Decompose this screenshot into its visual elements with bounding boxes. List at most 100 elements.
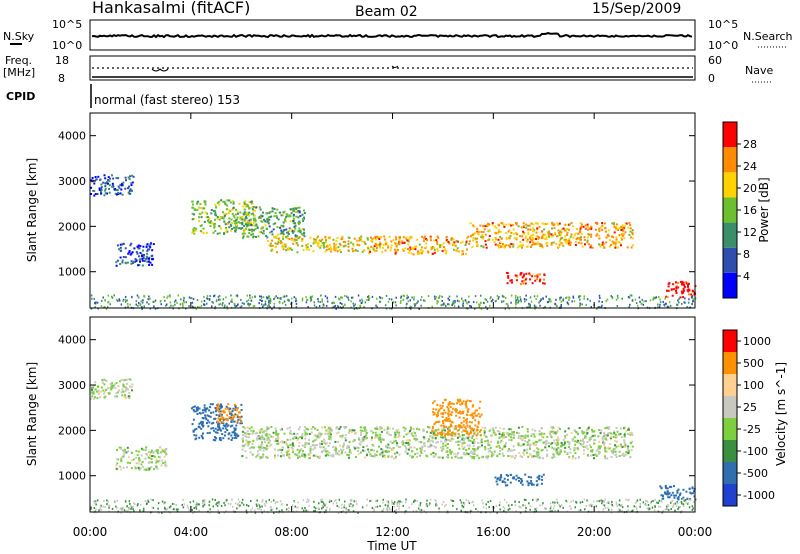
- data-pixel: [598, 230, 601, 233]
- clutter-pixel: [434, 499, 436, 502]
- clutter-pixel: [398, 507, 400, 510]
- data-pixel: [472, 453, 475, 456]
- data-pixel: [463, 452, 466, 455]
- data-pixel: [295, 208, 298, 210]
- data-pixel: [237, 212, 239, 215]
- data-pixel: [460, 426, 463, 429]
- data-pixel: [577, 456, 580, 459]
- clutter-pixel: [621, 506, 624, 509]
- data-pixel: [263, 446, 266, 449]
- data-pixel: [442, 420, 444, 423]
- clutter-pixel: [116, 299, 119, 302]
- data-pixel: [526, 448, 529, 451]
- data-pixel: [610, 435, 612, 438]
- data-pixel: [159, 446, 162, 449]
- data-pixel: [312, 440, 315, 443]
- data-pixel: [427, 440, 430, 443]
- data-pixel: [501, 435, 504, 438]
- clutter-pixel: [578, 295, 580, 297]
- data-pixel: [532, 230, 535, 233]
- data-pixel: [229, 425, 232, 428]
- data-pixel: [97, 175, 100, 178]
- data-pixel: [277, 449, 280, 452]
- data-pixel: [244, 450, 247, 453]
- data-pixel: [256, 450, 259, 453]
- clutter-pixel: [621, 297, 623, 300]
- data-pixel: [295, 435, 298, 438]
- data-pixel: [627, 449, 630, 452]
- data-pixel: [139, 245, 142, 248]
- data-pixel: [122, 466, 125, 469]
- data-pixel: [597, 435, 600, 438]
- data-pixel: [664, 492, 667, 495]
- data-pixel: [385, 242, 388, 244]
- data-pixel: [241, 448, 244, 451]
- clutter-pixel: [542, 502, 544, 505]
- data-pixel: [301, 433, 304, 436]
- data-pixel: [458, 416, 461, 419]
- data-pixel: [147, 468, 150, 471]
- clutter-pixel: [322, 303, 325, 306]
- clutter-pixel: [176, 301, 178, 304]
- data-pixel: [255, 223, 258, 226]
- data-pixel: [213, 417, 216, 420]
- data-pixel: [623, 227, 626, 229]
- clutter-pixel: [104, 506, 106, 509]
- clutter-pixel: [385, 508, 388, 511]
- data-pixel: [145, 257, 148, 260]
- data-pixel: [329, 433, 332, 436]
- data-pixel: [493, 240, 496, 243]
- data-pixel: [623, 433, 626, 436]
- data-pixel: [507, 434, 510, 437]
- clutter-pixel: [398, 500, 400, 503]
- data-pixel: [512, 243, 515, 246]
- clutter-pixel: [152, 499, 154, 502]
- data-pixel: [241, 232, 244, 235]
- data-pixel: [233, 216, 236, 219]
- data-pixel: [404, 247, 407, 250]
- data-pixel: [412, 431, 415, 434]
- data-pixel: [530, 480, 533, 482]
- data-pixel: [423, 437, 426, 440]
- clutter-pixel: [402, 504, 404, 507]
- data-pixel: [303, 429, 306, 432]
- data-pixel: [309, 236, 312, 239]
- data-pixel: [688, 293, 690, 296]
- data-pixel: [554, 442, 557, 445]
- clutter-pixel: [606, 298, 609, 301]
- data-pixel: [376, 244, 379, 247]
- data-pixel: [485, 246, 488, 249]
- data-pixel: [472, 415, 475, 418]
- clutter-pixel: [96, 499, 99, 502]
- data-pixel: [287, 231, 290, 234]
- data-pixel: [140, 253, 143, 256]
- data-pixel: [611, 222, 614, 225]
- data-pixel: [290, 248, 293, 251]
- data-pixel: [282, 225, 285, 228]
- data-pixel: [248, 211, 251, 214]
- clutter-pixel: [539, 304, 541, 307]
- data-pixel: [251, 212, 254, 215]
- data-pixel: [291, 209, 294, 212]
- data-pixel: [588, 444, 591, 447]
- data-pixel: [296, 433, 299, 435]
- clutter-pixel: [249, 303, 252, 306]
- clutter-pixel: [453, 305, 456, 308]
- data-pixel: [163, 455, 166, 458]
- data-pixel: [473, 411, 476, 414]
- clutter-pixel: [182, 296, 185, 299]
- clutter-pixel: [220, 504, 223, 507]
- data-pixel: [141, 461, 144, 463]
- data-pixel: [215, 206, 218, 209]
- data-pixel: [401, 240, 404, 243]
- data-pixel: [330, 248, 333, 251]
- data-pixel: [353, 237, 356, 240]
- data-pixel: [619, 432, 622, 435]
- data-pixel: [461, 430, 464, 433]
- data-pixel: [143, 253, 145, 256]
- data-pixel: [270, 425, 273, 428]
- clutter-pixel: [638, 296, 641, 299]
- data-pixel: [524, 473, 527, 476]
- data-pixel: [246, 426, 249, 429]
- data-pixel: [579, 236, 582, 239]
